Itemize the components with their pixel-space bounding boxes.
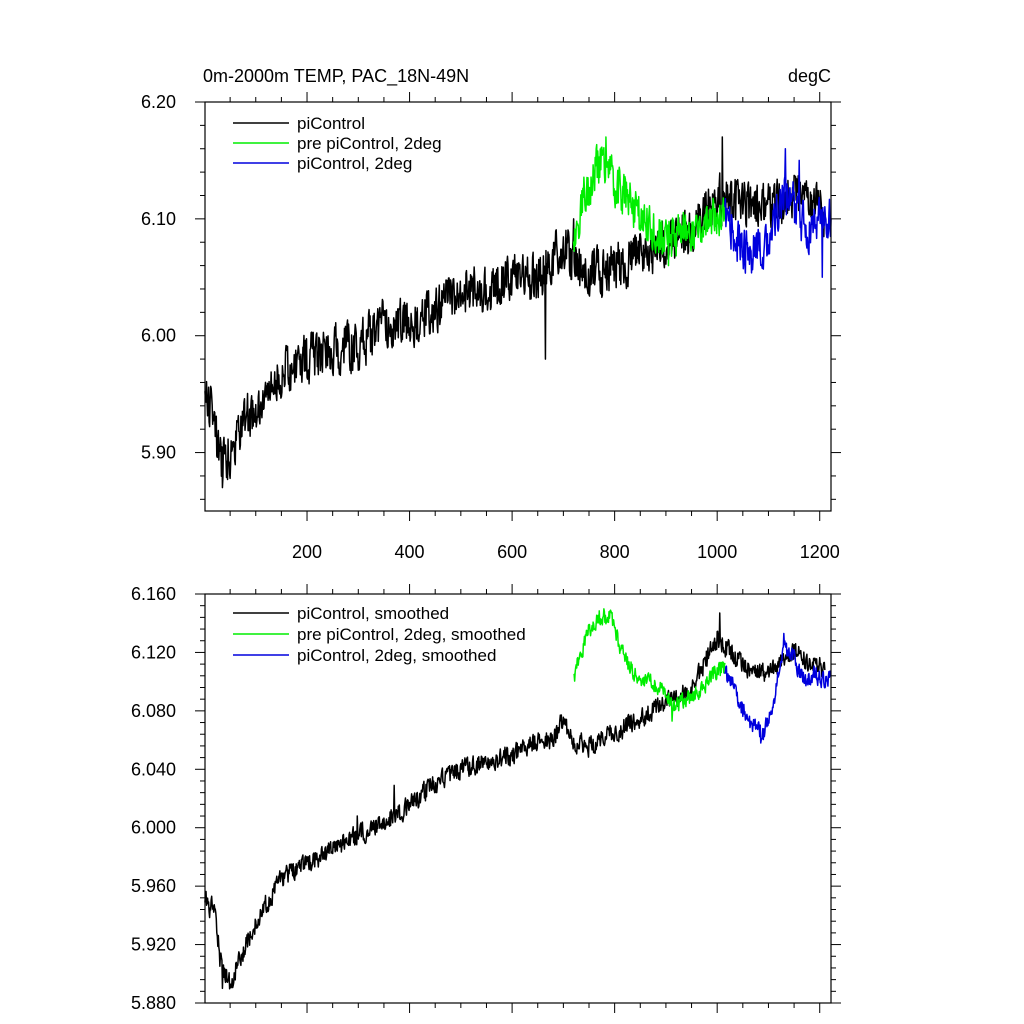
top-y-tick-label: 6.00 [141, 326, 176, 346]
bottom-legend-label-0: piControl, smoothed [297, 604, 449, 623]
top-plot-area [204, 136, 832, 489]
bottom-y-tick-label: 6.080 [131, 701, 176, 721]
bottom-panel: 5.880 5.920 5.960 6.000 6.040 6.080 6.120 6.160… [131, 584, 841, 1013]
top-y-tick-label: 6.10 [141, 209, 176, 229]
top-chart-title: 0m-2000m TEMP, PAC_18N-49N [203, 66, 469, 87]
top-legend-label-0: piControl [297, 114, 365, 133]
bottom-legend: piControl, smoothed pre piControl, 2deg,… [233, 604, 526, 665]
bottom-axis-ticks: 5.880 5.920 5.960 6.000 6.040 6.080 6.120 6.160 [131, 584, 841, 1013]
top-x-tick-label: 1000 [697, 542, 737, 562]
top-y-tick-label: 6.20 [141, 92, 176, 112]
bottom-y-tick-label: 6.040 [131, 759, 176, 779]
bottom-series-line-picontrol-smoothed [204, 612, 826, 990]
top-plot-frame [204, 101, 832, 512]
top-x-tick-label: 800 [600, 542, 630, 562]
bottom-y-tick-label: 6.120 [131, 642, 176, 662]
top-series-line-pre-picontrol-2deg [572, 136, 726, 267]
bottom-y-tick-label: 5.880 [131, 993, 176, 1013]
top-y-tick-label: 5.90 [141, 443, 176, 463]
bottom-legend-label-1: pre piControl, 2deg, smoothed [297, 625, 526, 644]
top-x-tick-label: 600 [497, 542, 527, 562]
top-x-tick-label: 200 [292, 542, 322, 562]
bottom-plot-area [204, 608, 832, 990]
top-units-label: degC [788, 66, 831, 86]
top-legend: piControl pre piControl, 2deg piControl,… [233, 114, 442, 173]
top-legend-label-2: piControl, 2deg [297, 154, 412, 173]
top-legend-label-1: pre piControl, 2deg [297, 134, 442, 153]
bottom-series-line-picontrol-2deg-smoothed [724, 632, 832, 744]
top-panel: 200 400 600 800 1000 1200 5.90 6.00 6.10 6.20 0m-… [141, 66, 841, 562]
bottom-y-tick-label: 6.160 [131, 584, 176, 604]
top-x-tick-label: 400 [395, 542, 425, 562]
bottom-series-line-pre-picontrol-2deg-smoothed [573, 608, 726, 722]
bottom-y-tick-label: 5.920 [131, 935, 176, 955]
top-x-tick-label: 1200 [800, 542, 840, 562]
bottom-plot-frame [204, 593, 832, 1004]
top-axis-ticks: 200 400 600 800 1000 1200 5.90 6.00 6.10 6.20 [141, 92, 841, 562]
bottom-y-tick-label: 6.000 [131, 818, 176, 838]
top-series-line-picontrol-2deg [724, 147, 832, 279]
bottom-y-tick-label: 5.960 [131, 876, 176, 896]
bottom-legend-label-2: piControl, 2deg, smoothed [297, 646, 496, 665]
